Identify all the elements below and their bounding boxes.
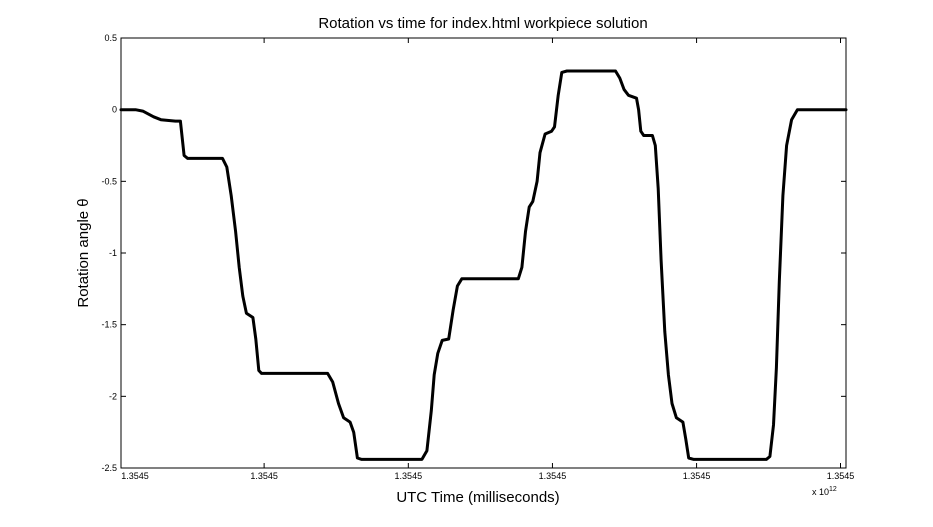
- y-tick-label: -1.5: [101, 320, 117, 330]
- y-tick-label: 0.5: [104, 33, 117, 43]
- series-line: [119, 69, 848, 461]
- x-tick-label: 1.3545: [395, 471, 423, 481]
- y-tick-label: -2: [109, 391, 117, 401]
- plot-area: [120, 37, 847, 469]
- x-tick-label: 1.3545: [539, 471, 567, 481]
- x-axis-exponent: x 1012: [812, 486, 837, 497]
- x-tick-label: 1.3545: [250, 471, 278, 481]
- y-axis-label: Rotation angle θ: [75, 198, 92, 307]
- y-tick-label: -2.5: [101, 463, 117, 473]
- x-tick-label: 1.3545: [121, 471, 149, 481]
- x-axis-label: UTC Time (milliseconds): [396, 489, 559, 506]
- y-tick-label: -0.5: [101, 176, 117, 186]
- y-tick-label: -1: [109, 248, 117, 258]
- x-axis: 1.3545 1.3545 1.3545 1.3545 1.3545 1.3545: [120, 38, 855, 481]
- x-tick-label: 1.3545: [683, 471, 711, 481]
- x-axis-exponent-power: 12: [829, 486, 837, 493]
- chart-title: Rotation vs time for index.html workpiec…: [318, 15, 647, 32]
- y-tick-label: 0: [112, 105, 117, 115]
- x-tick-label: 1.3545: [827, 471, 855, 481]
- x-axis-exponent-base: x 10: [812, 487, 829, 497]
